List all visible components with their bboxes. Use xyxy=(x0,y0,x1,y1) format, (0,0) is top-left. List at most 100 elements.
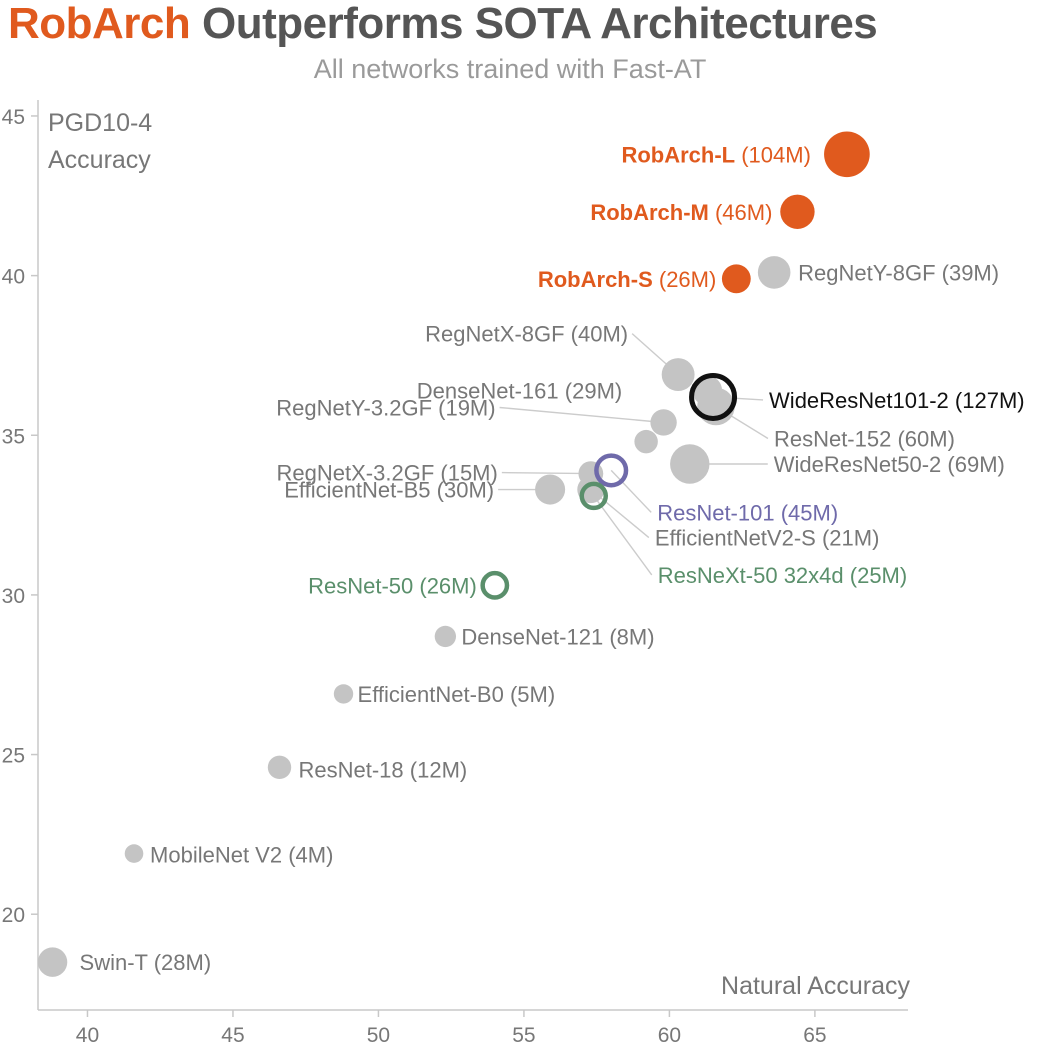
label-name: DenseNet-161 xyxy=(417,379,559,404)
label-params: (12M) xyxy=(404,757,468,782)
y-tick-label: 40 xyxy=(2,266,25,289)
title-rest: Outperforms SOTA Architectures xyxy=(190,0,878,48)
label-params: (45M) xyxy=(775,500,839,525)
label-name: RobArch-M xyxy=(590,200,709,225)
label-params: (39M) xyxy=(936,260,1000,285)
point-resnet-18 xyxy=(267,755,292,780)
label-name: ResNet-18 xyxy=(299,757,404,782)
label-name: RegNetY-3.2GF xyxy=(276,395,432,420)
x-tick-label: 40 xyxy=(76,1024,99,1045)
label-wideresnet101-2: WideResNet101-2 (127M) xyxy=(769,388,1025,413)
x-tick-label: 65 xyxy=(803,1024,826,1045)
point-mobilenet-v2 xyxy=(124,844,144,863)
label-params: (19M) xyxy=(432,395,496,420)
x-tick-label: 45 xyxy=(221,1024,244,1045)
label-regnetx-3-2gf: RegNetX-3.2GF (15M) xyxy=(277,461,498,486)
x-tick-label: 60 xyxy=(658,1024,681,1045)
data-points xyxy=(37,131,870,977)
x-axis-title: Natural Accuracy xyxy=(721,972,910,1000)
label-params: (60M) xyxy=(891,427,955,452)
point-robarch-s xyxy=(721,264,751,294)
y-axis-title-line2: Accuracy xyxy=(48,146,151,174)
label-robarch-m: RobArch-M (46M) xyxy=(590,200,772,225)
label-name: RegNetY-8GF xyxy=(798,260,935,285)
label-wideresnet50-2: WideResNet50-2 (69M) xyxy=(774,452,1005,477)
y-tick-label: 25 xyxy=(2,745,25,768)
label-resnext-50-32x4d: ResNeXt-50 32x4d (25M) xyxy=(658,563,907,588)
label-name: RobArch-S xyxy=(538,267,653,292)
label-mobilenet-v2: MobileNet V2 (4M) xyxy=(150,843,333,868)
label-name: EfficientNet-B5 xyxy=(284,478,430,503)
point-regnety-8gf xyxy=(757,256,791,289)
label-swin-t: Swin-T (28M) xyxy=(80,950,212,975)
label-params: (127M) xyxy=(949,388,1025,413)
point-regnetx-8gf xyxy=(661,358,695,392)
label-name: Swin-T xyxy=(80,950,148,975)
label-regnetx-8gf: RegNetX-8GF (40M) xyxy=(425,322,628,347)
point-swin-t xyxy=(37,947,68,977)
label-params: (4M) xyxy=(282,843,333,868)
leader-resnet-101 xyxy=(610,469,652,513)
leader-resnext-50-32x4d xyxy=(593,495,653,576)
label-densenet-121: DenseNet-121 (8M) xyxy=(461,624,654,649)
label-name: EfficientNetV2-S xyxy=(655,526,816,551)
point-densenet-121 xyxy=(434,625,457,648)
label-params: (25M) xyxy=(844,563,908,588)
label-params: (5M) xyxy=(504,682,555,707)
label-params: (30M) xyxy=(431,478,495,503)
axis-ticks: 40 45 50 55 60 65 20 25 30 35 40 45 xyxy=(2,106,827,1045)
label-robarch-s: RobArch-S (26M) xyxy=(538,267,716,292)
point-resnet-50 xyxy=(480,570,510,600)
label-params: (69M) xyxy=(941,452,1005,477)
label-params: (15M) xyxy=(434,461,498,486)
point-wideresnet101-2 xyxy=(689,372,738,421)
point-regnety-3-2gf xyxy=(650,409,677,436)
label-name: ResNet-101 xyxy=(657,500,774,525)
point-wideresnet50-2 xyxy=(670,444,710,484)
x-tick-label: 55 xyxy=(512,1024,535,1045)
point-efficientnet-b5 xyxy=(535,474,566,505)
label-name: ResNeXt-50 32x4d xyxy=(658,563,844,588)
label-efficientnetv2-s: EfficientNetV2-S (21M) xyxy=(655,526,880,551)
leader-regnety-3-2gf xyxy=(499,406,664,424)
label-name: ResNet-50 xyxy=(308,573,413,598)
label-params: (26M) xyxy=(653,267,717,292)
label-params: (26M) xyxy=(413,573,477,598)
point-labels: RobArch-L (104M) RobArch-M (46M) RobArch-S… xyxy=(80,142,1025,975)
label-params: (21M) xyxy=(816,526,880,551)
y-tick-label: 20 xyxy=(2,904,25,927)
point-resnet-50-partner xyxy=(634,429,658,454)
label-params: (40M) xyxy=(565,322,629,347)
leader-regnetx-3-2gf xyxy=(501,471,591,475)
point-robarch-l xyxy=(824,131,870,178)
point-resnet-101 xyxy=(594,453,629,488)
x-tick-label: 50 xyxy=(367,1024,390,1045)
label-params: (29M) xyxy=(559,379,623,404)
label-regnety-3-2gf: RegNetY-3.2GF (19M) xyxy=(276,395,495,420)
label-resnet-18: ResNet-18 (12M) xyxy=(299,757,468,782)
point-efficientnet-b0 xyxy=(333,684,354,704)
label-name: RobArch-L xyxy=(621,142,735,167)
title-accent: RobArch xyxy=(8,0,191,48)
label-resnet-101: ResNet-101 (45M) xyxy=(657,500,838,525)
label-params: (46M) xyxy=(709,200,773,225)
point-robarch-m xyxy=(780,194,815,229)
label-robarch-l: RobArch-L (104M) xyxy=(621,142,810,167)
label-name: RegNetX-8GF xyxy=(425,322,564,347)
y-tick-label: 45 xyxy=(2,106,25,129)
chart-title: RobArch Outperforms SOTA Architectures xyxy=(8,0,878,52)
point-resnext-50-32x4d xyxy=(579,481,609,511)
label-name: EfficientNet-B0 xyxy=(358,682,504,707)
label-regnety-8gf: RegNetY-8GF (39M) xyxy=(798,260,999,285)
label-name: DenseNet-121 xyxy=(461,624,603,649)
label-name: WideResNet50-2 xyxy=(774,452,942,477)
label-efficientnet-b0: EfficientNet-B0 (5M) xyxy=(358,682,556,707)
label-name: MobileNet V2 xyxy=(150,843,282,868)
label-name: RegNetX-3.2GF xyxy=(277,461,435,486)
label-densenet-161: DenseNet-161 (29M) xyxy=(417,379,622,404)
y-tick-label: 30 xyxy=(2,585,25,608)
label-params: (104M) xyxy=(735,142,811,167)
label-name: WideResNet101-2 xyxy=(769,388,949,413)
label-efficientnet-b5: EfficientNet-B5 (30M) xyxy=(284,478,494,503)
